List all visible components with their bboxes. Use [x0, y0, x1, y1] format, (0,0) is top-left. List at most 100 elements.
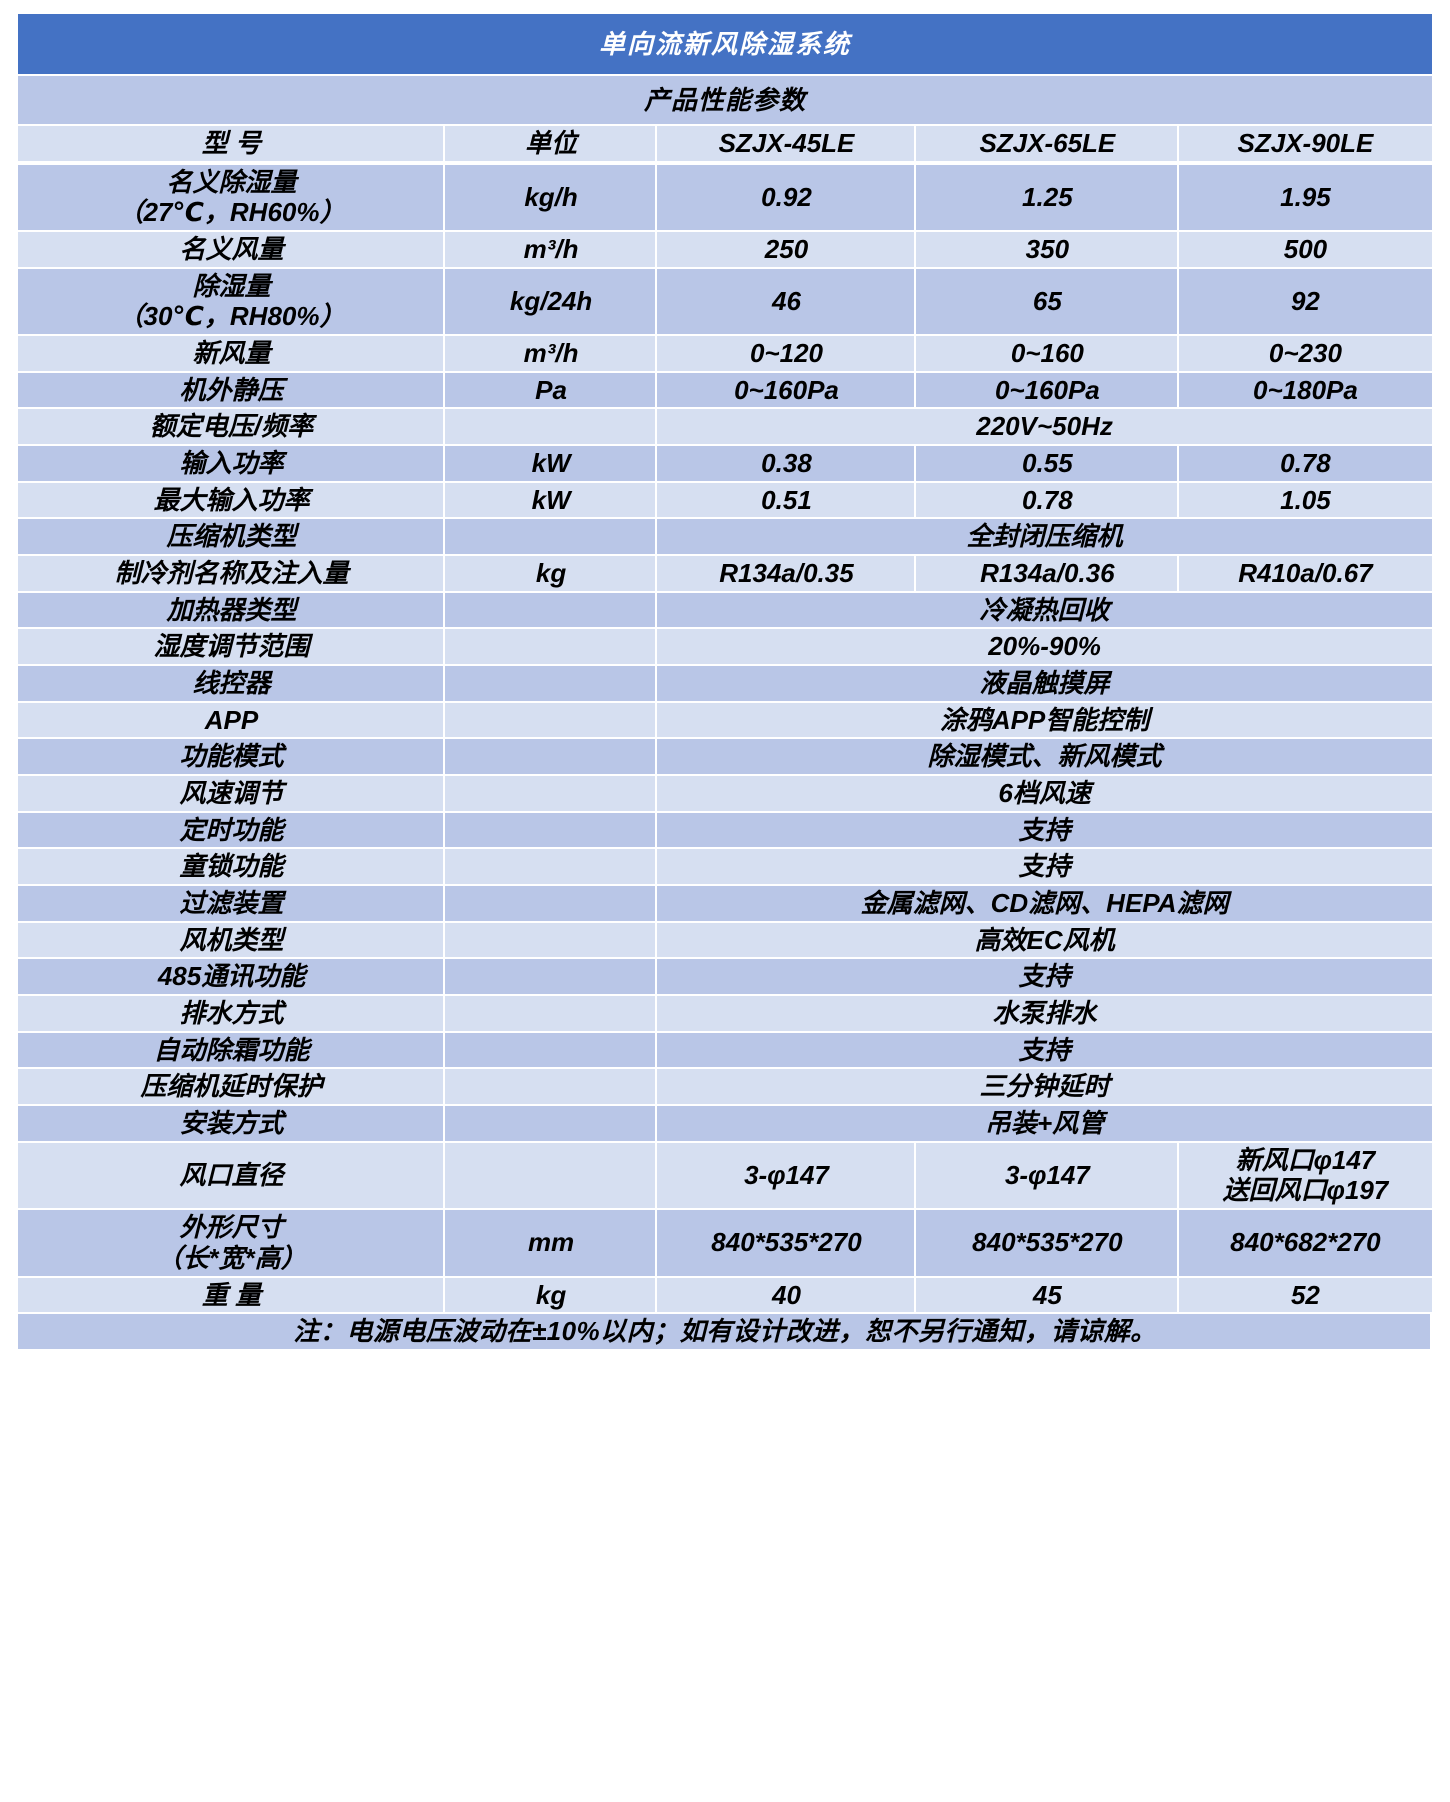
table-row: 名义除湿量 （27℃，RH60%） kg/h 0.92 1.25 1.95: [18, 164, 1432, 231]
row-merged-value: 涂鸦APP智能控制: [657, 702, 1432, 738]
column-header-param: 型 号: [18, 126, 446, 161]
table-row: 输入功率 kW 0.38 0.55 0.78: [18, 446, 1432, 481]
row-merged-value: 20%-90%: [657, 629, 1432, 665]
row-param-label: 压缩机延时保护: [18, 1069, 446, 1105]
row-param-primary: APP: [204, 704, 259, 735]
row-merged-value: 全封闭压缩机: [657, 519, 1432, 555]
row-value-model-3: 840*682*270: [1178, 1210, 1432, 1276]
spec-rows-body: 名义除湿量 （27℃，RH60%） kg/h 0.92 1.25 1.95 名义风量 m³/h…: [18, 164, 1432, 1349]
row-value-model-1: 0~160Pa: [657, 372, 916, 408]
row-param-primary: 湿度调节范围: [153, 631, 310, 662]
table-row: 名义风量 m³/h 250 350 500: [18, 232, 1432, 267]
row-value-model-3: 新风口φ147 送回风口φ197: [1178, 1142, 1432, 1209]
row-value-model-2: R134a/0.36: [915, 556, 1179, 591]
table-row: 机外静压 Pa 0~160Pa 0~160Pa 0~180Pa: [18, 372, 1432, 408]
row-unit-empty: [445, 666, 658, 701]
row-value-model-1: 0.38: [657, 446, 916, 481]
row-param-primary: 最大输入功率: [153, 484, 310, 515]
column-header-unit: 单位: [445, 126, 658, 161]
row-param-primary: 名义风量: [179, 234, 284, 265]
row-value-model-3: 92: [1178, 268, 1432, 335]
row-value-model-1: 3-φ147: [657, 1142, 916, 1209]
cell-line: 送回风口φ197: [1222, 1175, 1389, 1206]
row-value-model-1: 0.51: [657, 482, 916, 518]
row-param-primary: 重 量: [201, 1279, 262, 1310]
row-unit: kg/h: [445, 164, 658, 231]
row-unit-empty: [445, 702, 658, 738]
row-value-model-3: 0~180Pa: [1178, 372, 1432, 408]
row-value-model-2: 840*535*270: [915, 1210, 1179, 1276]
footer-note-row: 注：电源电压波动在±10%以内；如有设计改进，恕不另行通知，请谅解。: [18, 1314, 1432, 1349]
row-param-label: 额定电压/频率: [18, 409, 446, 445]
row-unit: kW: [445, 482, 658, 518]
table-row: 加热器类型 冷凝热回收: [18, 592, 1432, 628]
row-value-model-3: 52: [1178, 1277, 1432, 1313]
row-param-primary: 定时功能: [179, 814, 284, 845]
spec-table-body: 单向流新风除湿系统 产品性能参数 型 号单位 SZJX-45LE SZJX-65LE…: [18, 14, 1432, 161]
row-unit-empty: [445, 849, 658, 885]
row-param-label: 新风量: [18, 336, 446, 371]
row-merged-value: 6档风速: [657, 776, 1432, 811]
row-unit: [445, 1142, 658, 1209]
row-unit-empty: [445, 1106, 658, 1141]
row-param-label: 风机类型: [18, 922, 446, 958]
row-merged-value: 液晶触摸屏: [657, 666, 1432, 701]
row-param-label: 自动除霜功能: [18, 1032, 446, 1068]
row-param-label: APP: [18, 702, 446, 738]
product-spec-table: 单向流新风除湿系统 产品性能参数 型 号单位 SZJX-45LE SZJX-65LE…: [18, 12, 1432, 163]
table-row: 重 量 kg 40 45 52: [18, 1277, 1432, 1313]
row-param-label: 最大输入功率: [18, 482, 446, 518]
row-unit-empty: [445, 776, 658, 811]
row-param-label: 机外静压: [18, 372, 446, 408]
table-row: 制冷剂名称及注入量 kg R134a/0.35 R134a/0.36 R410a/0.6…: [18, 556, 1432, 591]
table-row: 风速调节 6档风速: [18, 776, 1432, 811]
row-param-label: 压缩机类型: [18, 519, 446, 555]
row-param-primary: 除湿量: [192, 270, 271, 301]
table-row: 最大输入功率 kW 0.51 0.78 1.05: [18, 482, 1432, 518]
row-param-primary: 风机类型: [179, 924, 284, 955]
row-param-primary: 机外静压: [179, 374, 284, 405]
table-row: 压缩机类型 全封闭压缩机: [18, 519, 1432, 555]
table-row: 除湿量 （30℃，RH80%） kg/24h 46 65 92: [18, 268, 1432, 335]
row-param-label: 湿度调节范围: [18, 629, 446, 665]
row-param-primary: 加热器类型: [166, 594, 297, 625]
column-header-model-1: SZJX-45LE: [657, 126, 916, 161]
row-param-primary: 过滤装置: [179, 888, 284, 919]
table-row: 湿度调节范围 20%-90%: [18, 629, 1432, 665]
row-param-label: 485通讯功能: [18, 959, 446, 995]
table-row: 过滤装置 金属滤网、CD滤网、HEPA滤网: [18, 886, 1432, 921]
section-subtitle: 产品性能参数: [18, 76, 1432, 124]
table-row: 风口直径 3-φ147 3-φ147 新风口φ147 送回风口φ197: [18, 1142, 1432, 1209]
row-param-primary: 线控器: [192, 668, 271, 699]
row-param-label: 外形尺寸 （长*宽*高）: [18, 1210, 446, 1276]
table-row: 自动除霜功能 支持: [18, 1032, 1432, 1068]
subtitle-row: 产品性能参数: [18, 76, 1432, 124]
row-param-primary: 485通讯功能: [157, 961, 306, 992]
table-row: 新风量 m³/h 0~120 0~160 0~230: [18, 336, 1432, 371]
row-unit-empty: [445, 812, 658, 848]
row-value-model-2: 0~160Pa: [915, 372, 1179, 408]
row-param-primary: 压缩机类型: [166, 521, 297, 552]
row-value-model-1: 250: [657, 232, 916, 267]
row-param-label: 除湿量 （30℃，RH80%）: [18, 268, 446, 335]
row-param-primary: 新风量: [192, 338, 271, 369]
row-param-primary: 童锁功能: [179, 851, 284, 882]
column-header-model-2: SZJX-65LE: [915, 126, 1179, 161]
spec-rows-table: 名义除湿量 （27℃，RH60%） kg/h 0.92 1.25 1.95 名义风量 m³/h…: [18, 163, 1432, 1351]
row-unit-empty: [445, 996, 658, 1031]
footer-note: 注：电源电压波动在±10%以内；如有设计改进，恕不另行通知，请谅解。: [18, 1314, 1432, 1349]
column-header-model-3: SZJX-90LE: [1178, 126, 1432, 161]
row-value-model-2: 0~160: [915, 336, 1179, 371]
row-param-label: 功能模式: [18, 739, 446, 775]
row-unit-empty: [445, 629, 658, 665]
table-row: 风机类型 高效EC风机: [18, 922, 1432, 958]
row-param-label: 加热器类型: [18, 592, 446, 628]
table-row: 压缩机延时保护 三分钟延时: [18, 1069, 1432, 1105]
row-merged-value: 支持: [657, 849, 1432, 885]
row-param-condition: （长*宽*高）: [156, 1242, 307, 1273]
table-row: 外形尺寸 （长*宽*高） mm 840*535*270 840*535*270 840*6…: [18, 1210, 1432, 1276]
row-value-model-2: 0.78: [915, 482, 1179, 518]
row-merged-value: 支持: [657, 959, 1432, 995]
row-value-model-1: 40: [657, 1277, 916, 1313]
row-value-model-1: 0~120: [657, 336, 916, 371]
